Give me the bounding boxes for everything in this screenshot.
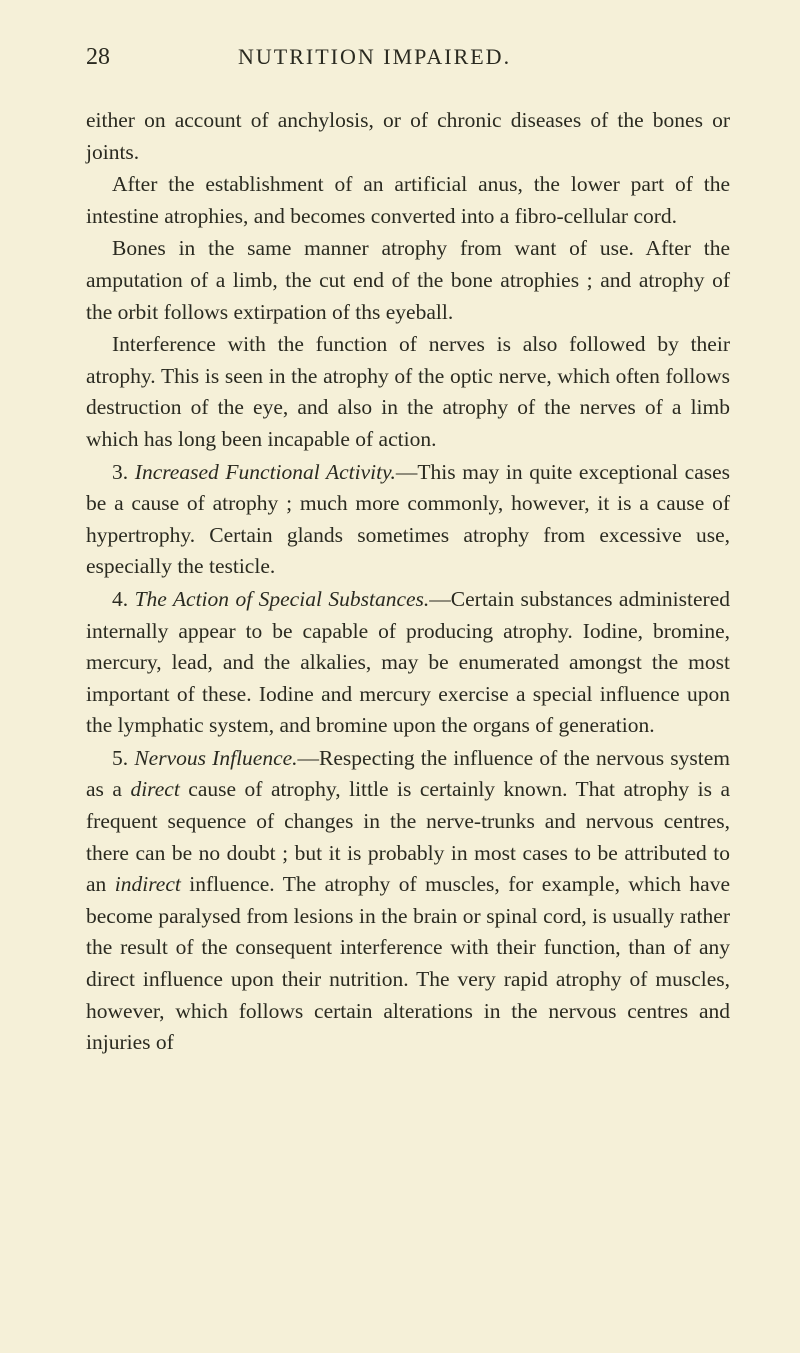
p6-italic: The Action of Special Substances.	[135, 587, 430, 611]
paragraph-5: 3. Increased Functional Activity.—This m…	[86, 457, 730, 583]
p5-italic: Increased Functional Activity.	[135, 460, 396, 484]
paragraph-4: Interference with the function of nerves…	[86, 329, 730, 455]
p5-prefix: 3.	[112, 460, 135, 484]
page-header: 28 NUTRITION IMPAIRED.	[86, 44, 730, 71]
p6-prefix: 4.	[112, 587, 135, 611]
p7-italic2: direct	[130, 777, 179, 801]
p7-post: influence. The atrophy of muscles, for e…	[86, 872, 730, 1054]
paragraph-6: 4. The Action of Special Substances.—Cer…	[86, 584, 730, 742]
p7-italic: Nervous Influence.	[134, 746, 297, 770]
paragraph-1: either on account of anchylosis, or of c…	[86, 105, 730, 168]
page-title: NUTRITION IMPAIRED.	[238, 44, 511, 70]
page-number: 28	[86, 44, 110, 71]
paragraph-3: Bones in the same manner atrophy from wa…	[86, 233, 730, 328]
paragraph-7: 5. Nervous Influence.—Respecting the inf…	[86, 743, 730, 1059]
paragraph-2: After the establishment of an artificial…	[86, 169, 730, 232]
body-text: either on account of anchylosis, or of c…	[86, 105, 730, 1059]
p7-italic3: indirect	[115, 872, 181, 896]
p7-prefix: 5.	[112, 746, 134, 770]
